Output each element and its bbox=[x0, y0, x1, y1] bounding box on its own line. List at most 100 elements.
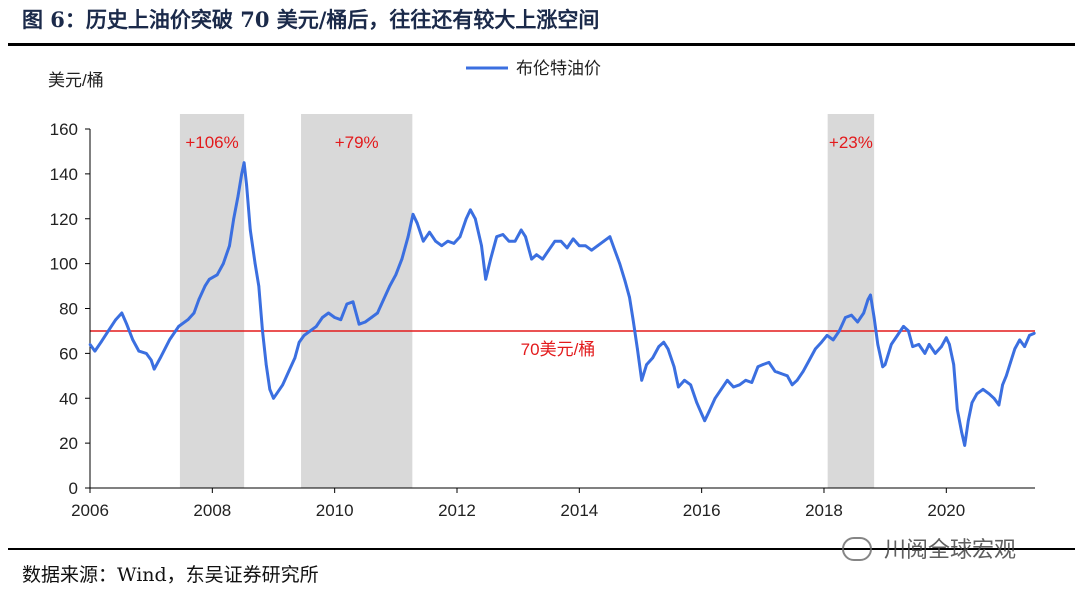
data-point bbox=[960, 430, 963, 434]
data-point bbox=[844, 316, 847, 319]
data-point bbox=[415, 221, 419, 225]
data-point bbox=[869, 293, 872, 297]
data-point bbox=[458, 235, 462, 238]
data-point bbox=[934, 352, 937, 355]
data-point bbox=[268, 388, 272, 391]
data-point bbox=[1005, 374, 1008, 378]
data-point bbox=[578, 244, 581, 247]
data-point bbox=[695, 401, 699, 405]
data-point bbox=[719, 388, 723, 391]
data-point bbox=[302, 334, 306, 337]
data-point bbox=[981, 388, 985, 391]
data-point bbox=[866, 298, 870, 301]
y-tick-label: 0 bbox=[69, 479, 78, 498]
data-point bbox=[927, 343, 931, 346]
data-point bbox=[713, 397, 717, 400]
data-point bbox=[956, 408, 959, 411]
data-point bbox=[489, 257, 492, 261]
data-point bbox=[872, 316, 876, 319]
source-note: 数据来源：Wind，东吴证券研究所 bbox=[22, 564, 319, 586]
data-point bbox=[631, 318, 635, 322]
data-point bbox=[744, 379, 747, 382]
data-point bbox=[726, 379, 729, 382]
data-point bbox=[917, 343, 921, 346]
x-tick-label: 2016 bbox=[683, 501, 721, 520]
y-tick-label: 160 bbox=[50, 120, 78, 139]
data-point bbox=[480, 244, 483, 247]
data-point bbox=[683, 379, 686, 382]
data-point bbox=[125, 322, 128, 326]
data-point bbox=[446, 239, 450, 243]
data-point bbox=[422, 239, 425, 243]
data-point bbox=[339, 318, 343, 322]
y-tick-label: 40 bbox=[59, 389, 78, 408]
data-point bbox=[825, 334, 829, 337]
y-axis-title: 美元/桶 bbox=[48, 71, 104, 90]
data-point bbox=[507, 239, 511, 243]
data-point bbox=[203, 284, 207, 288]
data-point bbox=[645, 363, 648, 366]
data-point bbox=[948, 343, 951, 346]
data-point bbox=[907, 329, 910, 333]
data-point bbox=[131, 338, 135, 342]
data-point bbox=[808, 358, 811, 362]
data-point bbox=[1001, 383, 1004, 387]
data-point bbox=[657, 345, 661, 348]
data-point bbox=[1023, 345, 1026, 348]
data-point bbox=[222, 262, 225, 265]
data-point bbox=[541, 257, 544, 261]
data-point bbox=[602, 239, 606, 243]
data-point bbox=[547, 248, 550, 252]
data-point bbox=[590, 248, 593, 252]
data-point bbox=[559, 239, 563, 243]
data-point bbox=[152, 367, 156, 371]
data-point bbox=[786, 374, 789, 378]
legend-label: 布伦特油价 bbox=[516, 59, 601, 78]
data-point bbox=[945, 336, 948, 340]
data-point bbox=[628, 296, 631, 299]
data-point bbox=[501, 233, 505, 236]
data-point bbox=[703, 419, 706, 423]
labels-group: +106% +79% +23% 70美元/桶 bbox=[185, 133, 873, 359]
data-point bbox=[297, 340, 301, 344]
data-point bbox=[831, 338, 835, 342]
data-point bbox=[469, 208, 472, 212]
data-point bbox=[672, 365, 676, 369]
data-point bbox=[192, 311, 196, 315]
data-point bbox=[795, 379, 799, 382]
y-tick-label: 120 bbox=[50, 210, 78, 229]
data-point bbox=[1009, 361, 1012, 364]
data-point bbox=[790, 383, 794, 387]
data-point bbox=[474, 217, 477, 221]
data-point bbox=[363, 320, 367, 324]
data-point bbox=[245, 183, 248, 187]
legend: 布伦特油价 bbox=[466, 59, 601, 78]
data-point bbox=[293, 356, 297, 360]
shaded-period-label-0: +106% bbox=[185, 133, 238, 152]
data-point bbox=[623, 280, 627, 283]
data-point bbox=[99, 340, 103, 344]
watermark: 川阅全球宏观 bbox=[884, 538, 1017, 563]
data-point bbox=[677, 385, 680, 389]
data-point bbox=[249, 228, 252, 232]
data-point bbox=[571, 237, 575, 241]
data-point bbox=[613, 248, 617, 252]
data-point bbox=[253, 262, 257, 265]
data-point bbox=[876, 343, 880, 346]
axes: 0 20 40 60 80 100 120 140 160 2006 2008 2010 2012 201… bbox=[50, 120, 1035, 520]
data-point bbox=[738, 383, 741, 387]
data-point bbox=[137, 349, 141, 353]
data-point bbox=[357, 322, 361, 326]
data-point bbox=[881, 365, 884, 369]
data-point bbox=[287, 370, 291, 373]
data-point bbox=[428, 230, 431, 234]
data-point bbox=[779, 372, 783, 375]
data-point bbox=[107, 329, 110, 333]
data-point bbox=[240, 172, 243, 176]
data-point bbox=[553, 239, 557, 243]
data-point bbox=[608, 235, 612, 238]
y-tick-label: 60 bbox=[59, 344, 78, 363]
data-point bbox=[351, 300, 355, 304]
bottom-rule bbox=[8, 548, 1075, 550]
